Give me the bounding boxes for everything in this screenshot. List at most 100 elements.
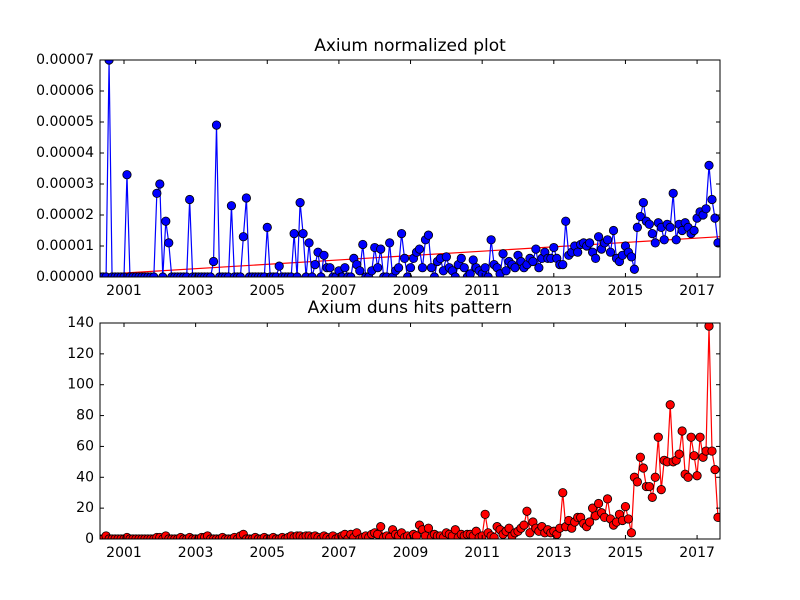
data-point (414, 244, 425, 254)
axes-frame (99, 59, 721, 278)
data-point (262, 222, 272, 232)
data-point (608, 225, 619, 236)
data-point (423, 230, 434, 240)
data-point (704, 323, 714, 331)
data-point (417, 263, 428, 273)
data-point (713, 512, 720, 522)
data-point (620, 501, 631, 512)
x-tick-label: 2013 (536, 283, 572, 299)
data-point (626, 528, 637, 538)
chart-title: Axium normalized plot (314, 36, 506, 56)
plot-area (100, 60, 720, 277)
data-point (298, 229, 308, 239)
data-point (489, 532, 499, 539)
data-point (650, 238, 660, 248)
x-tick-label: 2015 (608, 283, 644, 299)
data-point (623, 514, 634, 524)
data-point (632, 222, 642, 232)
x-tick-label: 2015 (608, 545, 644, 561)
data-point (591, 253, 601, 263)
data-point (304, 238, 314, 248)
y-tick-label: 100 (67, 377, 94, 393)
data-point (211, 120, 222, 130)
x-tick-label: 2003 (178, 545, 214, 561)
data-point (480, 509, 490, 519)
y-tick-label: 20 (76, 500, 94, 516)
data-point (602, 494, 613, 504)
data-point (480, 263, 490, 273)
data-line (100, 60, 719, 277)
data-point (385, 238, 395, 248)
data-point (710, 464, 720, 475)
y-tick-label: 0.00002 (36, 207, 94, 223)
data-point (602, 235, 613, 245)
data-point (152, 188, 162, 198)
y-tick-label: 60 (76, 438, 94, 454)
data-point (683, 472, 693, 482)
data-point (674, 449, 684, 459)
data-point (534, 263, 544, 273)
data-point (358, 239, 368, 250)
data-point (531, 244, 541, 254)
data-point (376, 244, 386, 254)
data-point (241, 193, 251, 203)
y-tick-label: 120 (67, 346, 94, 362)
data-point (635, 452, 645, 462)
data-point (525, 528, 535, 538)
data-point (340, 263, 350, 273)
y-tick-label: 0.00003 (36, 176, 94, 192)
data-point (104, 60, 114, 65)
data-point (498, 249, 508, 259)
plot-area (100, 323, 720, 539)
data-point (456, 253, 466, 263)
data-point (686, 432, 696, 442)
data-point (122, 170, 132, 180)
data-point (295, 198, 305, 208)
data-point (522, 506, 532, 516)
data-point (310, 259, 320, 270)
data-point (161, 216, 171, 226)
y-tick-label: 0.00007 (36, 52, 94, 68)
data-point (593, 498, 604, 509)
data-point (650, 472, 660, 482)
chart-title: Axium duns hits pattern (308, 298, 513, 318)
x-tick-label: 2007 (321, 283, 357, 299)
data-point (185, 194, 195, 205)
x-tick-label: 2017 (679, 545, 715, 561)
data-point (629, 264, 639, 274)
data-point (450, 525, 460, 535)
data-point (644, 481, 654, 492)
data-point (710, 213, 720, 223)
data-point (319, 250, 329, 260)
data-point (325, 263, 335, 273)
data-point (226, 201, 237, 211)
data-point (504, 523, 514, 533)
x-tick-label: 2001 (106, 545, 142, 561)
data-point (465, 269, 475, 277)
data-point (689, 451, 699, 461)
data-point (486, 235, 496, 245)
data-point (701, 204, 711, 214)
data-point (164, 238, 174, 248)
data-point (510, 263, 520, 273)
data-point (423, 523, 434, 533)
x-tick-label: 2007 (321, 545, 357, 561)
data-point (671, 235, 681, 245)
data-point (208, 256, 219, 267)
data-point (647, 229, 657, 239)
y-tick-label: 0.00004 (36, 145, 94, 161)
data-point (695, 432, 705, 442)
data-point (373, 263, 383, 273)
y-tick-label: 0.00005 (36, 114, 94, 130)
data-point (274, 261, 284, 271)
data-point (289, 229, 299, 239)
data-point (665, 400, 675, 410)
data-point (647, 492, 657, 502)
x-tick-label: 2017 (679, 283, 715, 299)
x-tick-label: 2013 (536, 545, 572, 561)
x-tick-label: 2001 (106, 283, 142, 299)
data-point (468, 255, 478, 265)
y-tick-label: 0 (85, 531, 94, 547)
data-point (704, 160, 714, 170)
